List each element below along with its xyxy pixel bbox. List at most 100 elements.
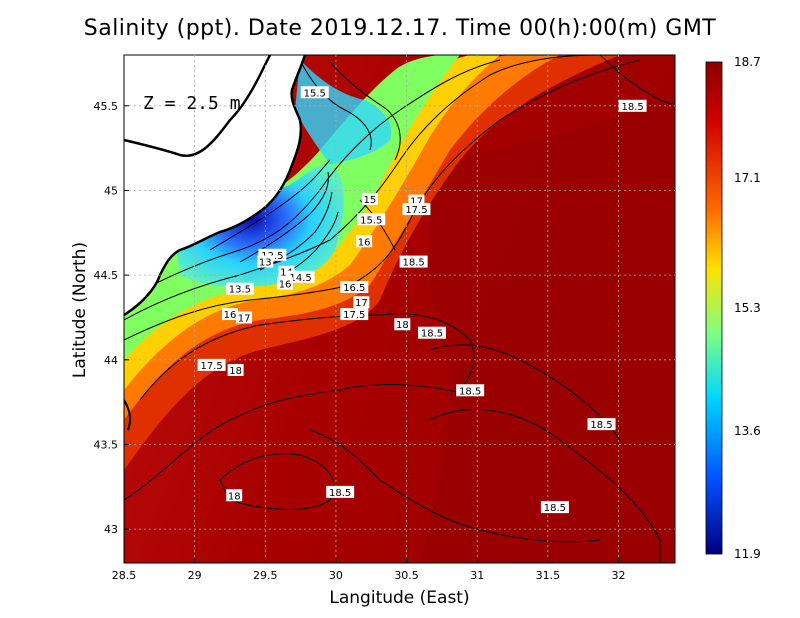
contour-label: 17.5: [340, 308, 369, 321]
contour-label-box: [236, 311, 253, 324]
contour-label-box: [227, 363, 244, 376]
contour-label: 18.5: [587, 418, 616, 431]
y-tick-label: 45.5: [94, 100, 119, 113]
contour-label: 16.5: [340, 280, 369, 294]
contour-label-box: [540, 501, 569, 514]
contour-label-box: [277, 277, 294, 290]
contour-label-text: 17: [355, 298, 368, 309]
contour-label-text: 17.5: [200, 361, 222, 372]
contour-label-box: [402, 203, 431, 216]
contour-label: 13.5: [225, 282, 254, 296]
contour-label: 15.5: [357, 213, 386, 226]
y-tick-label: 44.5: [94, 269, 119, 282]
map-title: Salinity (ppt). Date 2019.12.17. Time 00…: [83, 16, 717, 41]
contour-label: 17: [353, 296, 370, 309]
contour-label-text: 17: [410, 197, 423, 208]
contour-label-box: [417, 326, 446, 339]
contour-label-text: 15.5: [360, 215, 382, 226]
contour-label-text: 16: [358, 237, 371, 248]
contour-label: 14.5: [286, 270, 315, 284]
contour-label-group: 15.518.5151717.515.51612.5131414.51618.5…: [197, 86, 647, 514]
plot-frame: [123, 54, 676, 564]
contour-label: 18: [394, 318, 411, 331]
contour-label-text: 18: [229, 366, 242, 377]
contour-label-box: [340, 280, 369, 293]
contour-label-box: [340, 308, 369, 321]
contour-label-box: [357, 213, 386, 226]
northern-plume: [295, 60, 392, 165]
contour-label: 18: [227, 363, 244, 377]
contour-label-box: [356, 235, 373, 248]
contour-label: 15: [361, 192, 378, 206]
contour-label-text: 17: [238, 313, 251, 324]
land-mass: [124, 55, 305, 315]
contour-label-text: 18.5: [459, 386, 481, 397]
x-tick-label: 31.5: [536, 569, 561, 582]
contour-label: 18: [226, 489, 243, 502]
contour-label-box: [456, 384, 485, 397]
contour-label-text: 18: [396, 320, 409, 331]
contour-label-box: [353, 296, 370, 309]
contour-label-text: 14.5: [289, 273, 311, 284]
coastline: [124, 55, 307, 317]
contour-label-box: [221, 308, 238, 321]
contour-label-box: [226, 489, 243, 502]
x-tick-label: 30.5: [394, 569, 419, 582]
contour-label-text: 18.5: [421, 329, 443, 340]
contour-label: 18.5: [417, 326, 446, 340]
contour-label-text: 16: [279, 280, 292, 291]
colorbar-tick-label: 17.1: [734, 171, 761, 185]
contour-label-text: 14: [280, 268, 293, 279]
x-tick-label: 30: [329, 569, 343, 582]
contour-label-text: 15: [363, 195, 376, 206]
x-tick-label: 29: [188, 569, 202, 582]
contour-label-text: 18.5: [329, 488, 351, 499]
x-axis-label: Langitude (East): [329, 588, 470, 608]
contour-label-box: [225, 282, 254, 295]
y-tick-label: 45: [104, 184, 118, 197]
map-plot-area: [124, 55, 675, 563]
contour-label-text: 17.5: [343, 310, 365, 321]
contour-label: 18.5: [618, 99, 647, 113]
x-tick-label: 29.5: [253, 569, 278, 582]
contour-label: 18.5: [456, 384, 485, 397]
y-tick-label: 43.5: [94, 438, 119, 451]
contour-label: 17: [236, 311, 253, 324]
contour-label-text: 17.5: [405, 205, 427, 216]
contour-label: 13: [257, 255, 274, 269]
river-plume: [175, 163, 344, 287]
contour-label-text: 18.5: [402, 258, 424, 269]
colorbar-tick-label: 18.7: [734, 55, 761, 69]
colorbar-tick-label: 13.6: [734, 424, 761, 438]
contour-label: 18.5: [540, 501, 569, 514]
contour-label-text: 15.5: [304, 88, 326, 99]
x-tick-label: 31: [470, 569, 484, 582]
contour-label-box: [197, 358, 226, 371]
x-tick-label: 32: [611, 569, 625, 582]
depth-label: Z = 2.5 m: [143, 93, 241, 114]
colorbar: [705, 61, 723, 555]
y-tick-label: 43: [104, 523, 118, 536]
coastline-north: [124, 55, 272, 158]
contour-label-text: 16.5: [343, 283, 365, 294]
contour-label-text: 18.5: [621, 102, 643, 113]
contour-label-text: 16: [224, 310, 237, 321]
contour-label-box: [326, 485, 355, 498]
colorbar-tick-label: 15.3: [734, 301, 761, 315]
contour-label: 17.5: [402, 203, 431, 216]
contour-label: 16: [221, 308, 238, 321]
contour-label-box: [361, 192, 378, 205]
contour-label-box: [286, 270, 315, 283]
contour-label: 16: [277, 277, 294, 291]
contour-label-text: 18.5: [544, 503, 566, 514]
contour-label: 17.5: [197, 358, 226, 372]
contour-label: 16: [356, 235, 373, 248]
contour-label: 18.5: [326, 485, 355, 499]
contour-label-box: [257, 255, 274, 268]
contour-label-box: [399, 255, 428, 268]
y-axis-label: Latitude (North): [70, 241, 90, 379]
contour-label-text: 18.5: [590, 420, 612, 431]
y-tick-label: 44: [104, 354, 118, 367]
x-tick-label: 28.5: [112, 569, 137, 582]
